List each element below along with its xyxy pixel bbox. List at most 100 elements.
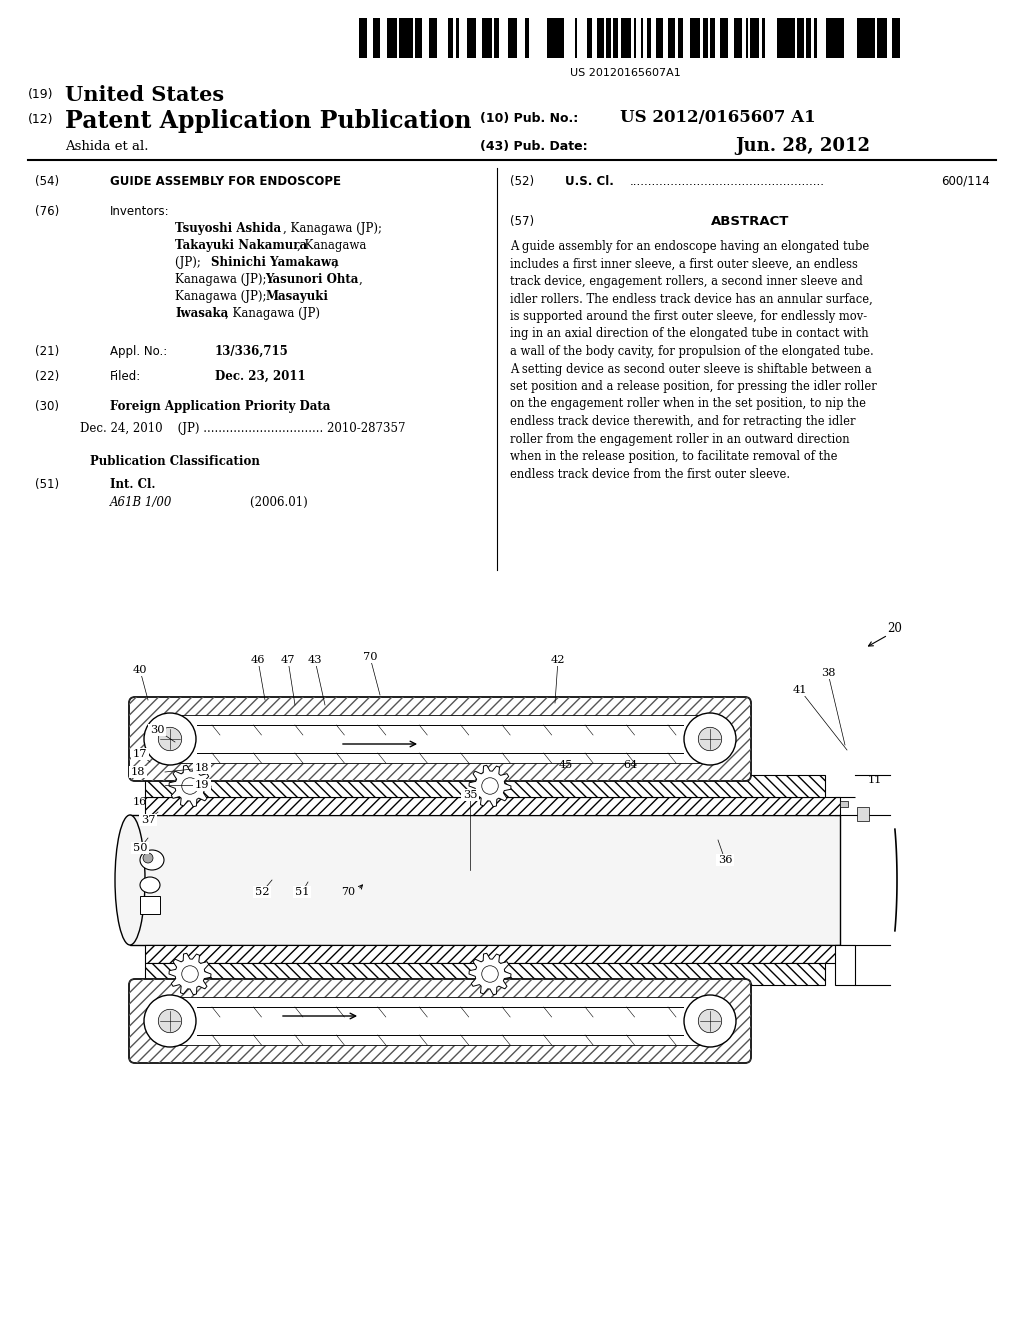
Bar (359, 18, 364, 58)
Text: endless track device from the first outer sleeve.: endless track device from the first oute… (510, 467, 791, 480)
Bar (145, 945, 840, 964)
Circle shape (698, 727, 722, 751)
Bar (513, 18, 517, 58)
Text: 41: 41 (793, 685, 807, 696)
Bar (482, 18, 485, 58)
Text: 20: 20 (888, 622, 902, 635)
Bar (621, 18, 626, 58)
Text: (51): (51) (35, 478, 59, 491)
Bar (145, 797, 840, 814)
Bar (790, 18, 791, 58)
Bar (736, 18, 739, 58)
Bar (750, 18, 754, 58)
Bar (814, 18, 817, 58)
Bar (392, 18, 397, 58)
Text: Foreign Application Priority Data: Foreign Application Priority Data (110, 400, 331, 413)
Bar (626, 18, 631, 58)
Bar (490, 18, 492, 58)
Text: set position and a release position, for pressing the idler roller: set position and a release position, for… (510, 380, 877, 393)
Text: track device, engagement rollers, a second inner sleeve and: track device, engagement rollers, a seco… (510, 275, 863, 288)
Text: (12): (12) (28, 114, 53, 125)
Bar (668, 18, 672, 58)
Text: (10) Pub. No.:: (10) Pub. No.: (480, 112, 579, 125)
Text: 46: 46 (251, 655, 265, 665)
Bar (163, 997, 717, 1045)
Bar (739, 18, 742, 58)
Circle shape (181, 966, 199, 982)
Text: , Kanagawa: , Kanagawa (297, 239, 367, 252)
Bar (791, 18, 795, 58)
Bar (660, 18, 663, 58)
Bar (130, 814, 840, 945)
Text: , Kanagawa (JP): , Kanagawa (JP) (225, 308, 321, 319)
Text: (76): (76) (35, 205, 59, 218)
Bar (549, 18, 553, 58)
Bar (562, 18, 564, 58)
Bar (720, 18, 722, 58)
Text: idler rollers. The endless track device has an annular surface,: idler rollers. The endless track device … (510, 293, 872, 305)
Bar (456, 18, 459, 58)
Text: Jun. 28, 2012: Jun. 28, 2012 (735, 137, 870, 154)
Bar (557, 18, 562, 58)
Text: A guide assembly for an endoscope having an elongated tube: A guide assembly for an endoscope having… (510, 240, 869, 253)
Text: Appl. No.:: Appl. No.: (110, 345, 167, 358)
Bar (547, 18, 549, 58)
Text: 37: 37 (140, 814, 156, 825)
Text: 38: 38 (821, 668, 836, 678)
Text: roller from the engagement roller in an outward direction: roller from the engagement roller in an … (510, 433, 850, 446)
Bar (145, 775, 825, 797)
Bar (754, 18, 759, 58)
Text: , Kanagawa (JP);: , Kanagawa (JP); (283, 222, 382, 235)
Bar (401, 18, 403, 58)
Bar (690, 18, 695, 58)
Bar (373, 18, 378, 58)
Polygon shape (469, 766, 511, 807)
Text: 70: 70 (341, 887, 355, 898)
Bar (575, 18, 577, 58)
Bar (836, 18, 840, 58)
Bar (641, 18, 643, 58)
Circle shape (684, 713, 736, 766)
Ellipse shape (115, 814, 145, 945)
Bar (892, 18, 895, 58)
Text: (30): (30) (35, 400, 59, 413)
Bar (406, 18, 408, 58)
Ellipse shape (140, 876, 160, 894)
Bar (647, 18, 651, 58)
Bar (449, 18, 453, 58)
Text: 45: 45 (559, 760, 573, 770)
Text: (52): (52) (510, 176, 535, 187)
Bar (859, 18, 863, 58)
Bar (494, 18, 499, 58)
Text: GUIDE ASSEMBLY FOR ENDOSCOPE: GUIDE ASSEMBLY FOR ENDOSCOPE (110, 176, 341, 187)
Polygon shape (469, 953, 511, 995)
Circle shape (143, 853, 153, 863)
Text: 40: 40 (133, 665, 147, 675)
Text: 600/114: 600/114 (941, 176, 990, 187)
Bar (883, 18, 887, 58)
Text: Shinichi Yamakawa: Shinichi Yamakawa (211, 256, 339, 269)
Bar (799, 18, 802, 58)
Text: Yasunori Ohta: Yasunori Ohta (265, 273, 358, 286)
Bar (710, 18, 715, 58)
Bar (508, 18, 513, 58)
Text: endless track device therewith, and for retracting the idler: endless track device therewith, and for … (510, 414, 855, 428)
Text: 50: 50 (133, 843, 147, 853)
Circle shape (144, 713, 196, 766)
Text: Dec. 24, 2010    (JP) ................................ 2010-287357: Dec. 24, 2010 (JP) .....................… (80, 422, 406, 436)
Bar (429, 18, 432, 58)
Polygon shape (169, 766, 211, 807)
Text: (54): (54) (35, 176, 59, 187)
Bar (722, 18, 726, 58)
Bar (782, 18, 785, 58)
Text: (43) Pub. Date:: (43) Pub. Date: (480, 140, 588, 153)
Bar (840, 18, 844, 58)
Text: 64: 64 (623, 760, 637, 770)
Bar (140, 896, 160, 913)
FancyBboxPatch shape (129, 979, 751, 1063)
Text: Int. Cl.: Int. Cl. (110, 478, 156, 491)
Text: Kanagawa (JP);: Kanagawa (JP); (175, 290, 270, 304)
Text: U.S. Cl.: U.S. Cl. (565, 176, 613, 187)
Text: 19: 19 (195, 780, 209, 789)
Bar (857, 807, 869, 821)
